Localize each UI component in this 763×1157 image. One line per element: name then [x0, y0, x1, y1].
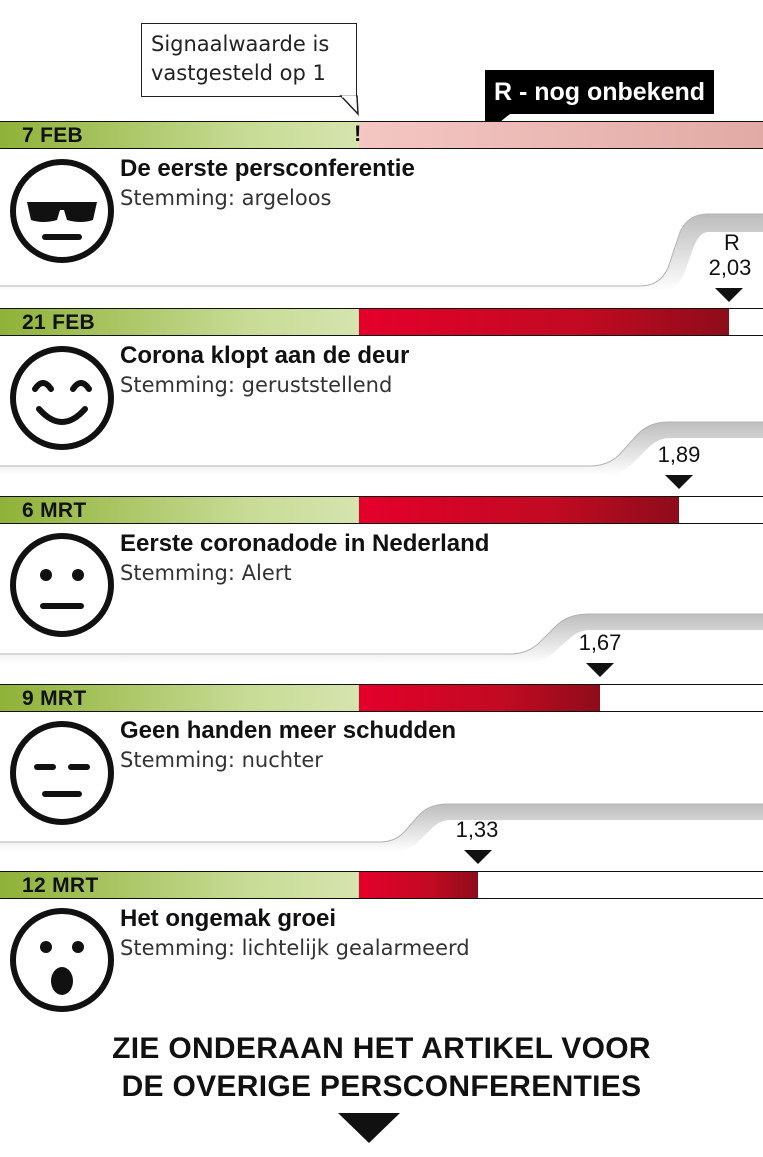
footer-line-2: DE OVERIGE PERSCONFERENTIES	[121, 1070, 642, 1103]
signal-value-callout: Signaalwaarde is vastgesteld op 1	[141, 23, 357, 97]
green-segment	[0, 122, 359, 148]
date-bar-12-mrt: 12 MRT	[0, 871, 763, 899]
date-label: 6 MRT	[22, 499, 87, 522]
r-label-pointer	[485, 110, 515, 134]
callout-pointer	[339, 95, 359, 117]
event-mood: Stemming: geruststellend	[120, 373, 393, 397]
event-title: Eerste coronadode in Nederland	[120, 530, 490, 557]
r-value: 2,03	[708, 255, 752, 280]
r-value-bar	[359, 872, 478, 898]
green-segment	[0, 497, 359, 523]
event-title: De eerste persconferentie	[120, 155, 415, 182]
green-segment	[0, 685, 359, 711]
green-segment	[0, 872, 359, 898]
green-segment	[0, 309, 359, 335]
event-title: Het ongemak groei	[120, 905, 337, 932]
r-value-bar	[359, 497, 679, 523]
smiling-face-icon	[10, 346, 114, 450]
r-value-marker	[586, 663, 614, 677]
event-title: Geen handen meer schudden	[120, 717, 457, 744]
r-trend-ramp	[0, 213, 763, 292]
callout-line-2: vastgesteld op 1	[151, 61, 326, 85]
date-label: 21 FEB	[22, 311, 95, 334]
r-value: 1,89	[657, 442, 701, 467]
date-bar-6-mrt: 6 MRT	[0, 496, 763, 524]
r-trend-ramp	[0, 803, 763, 852]
date-label: 9 MRT	[22, 687, 87, 710]
r-trend-ramp	[0, 613, 763, 664]
surprised-face-icon	[10, 908, 114, 1012]
date-bar-9-mrt: 9 MRT	[0, 684, 763, 712]
r-axis-label: R	[724, 230, 740, 255]
expressionless-face-icon	[10, 721, 114, 825]
r-trend-ramp	[0, 421, 763, 476]
down-arrow-icon	[338, 1113, 400, 1143]
neutral-face-icon	[10, 533, 114, 637]
date-label: 7 FEB	[22, 124, 84, 147]
r-value-marker	[665, 475, 693, 489]
signal-marker: !	[354, 121, 362, 146]
r-unknown-label: R - nog onbekend	[485, 70, 714, 114]
date-bar-21-feb: 21 FEB	[0, 308, 763, 336]
r-value-marker	[715, 288, 743, 302]
more-press-conferences-note: ZIE ONDERAAN HET ARTIKEL VOOR DE OVERIGE…	[0, 1030, 763, 1106]
date-label: 12 MRT	[22, 874, 99, 897]
r-value-bar	[359, 309, 729, 335]
footer-line-1: ZIE ONDERAAN HET ARTIKEL VOOR	[112, 1032, 651, 1065]
callout-line-1: Signaalwaarde is	[151, 32, 330, 56]
event-mood: Stemming: lichtelijk gealarmeerd	[120, 936, 470, 960]
sunglasses-face-icon	[10, 159, 114, 263]
event-mood: Stemming: Alert	[120, 561, 292, 585]
date-bar-7-feb: 7 FEB !	[0, 121, 763, 149]
r-value: 1,67	[578, 630, 622, 655]
event-title: Corona klopt aan de deur	[120, 342, 410, 369]
r-value: 1,33	[455, 817, 499, 842]
unknown-r-segment	[359, 122, 763, 148]
event-mood: Stemming: argeloos	[120, 186, 332, 210]
event-mood: Stemming: nuchter	[120, 748, 323, 772]
r-value-marker	[464, 850, 492, 864]
r-value-bar	[359, 685, 600, 711]
